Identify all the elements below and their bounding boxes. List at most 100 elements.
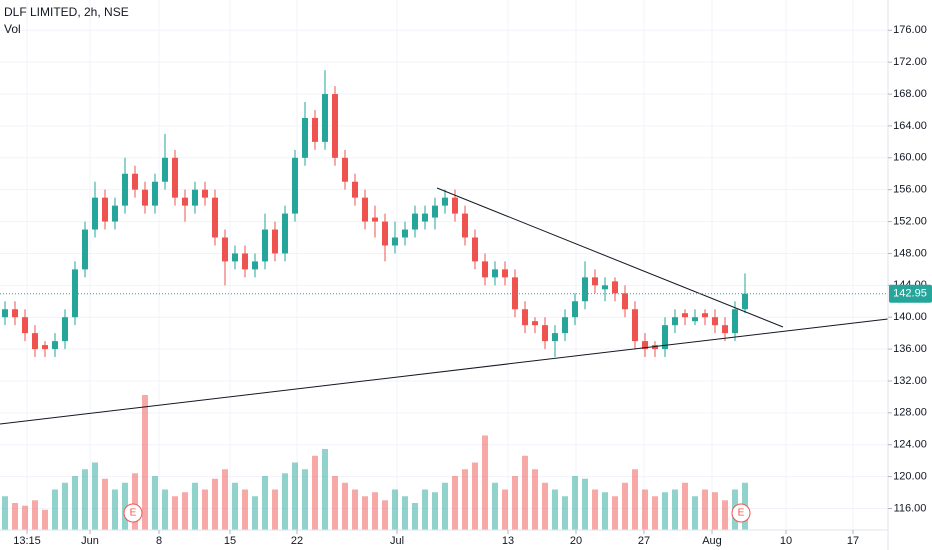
volume-bar (172, 496, 178, 530)
candle-body (382, 221, 388, 246)
volume-bar (72, 476, 78, 530)
candle-body (712, 317, 718, 326)
volume-bar (222, 469, 228, 530)
volume-bar (692, 496, 698, 530)
volume-bar (452, 476, 458, 530)
y-tick-label: 172.00 (893, 56, 927, 68)
candle-body (592, 277, 598, 286)
x-tick-label: 20 (570, 535, 582, 547)
volume-bar (412, 503, 418, 530)
candle-body (732, 309, 738, 334)
candle-body (572, 301, 578, 318)
y-tick-label: 168.00 (893, 88, 927, 100)
volume-bar (442, 482, 448, 530)
volume-bar (542, 482, 548, 530)
volume-bar (112, 489, 118, 530)
volume-bar (182, 492, 188, 530)
volume-bar (622, 482, 628, 530)
x-tick-label: 22 (291, 535, 303, 547)
volume-bar (472, 462, 478, 530)
last-price-box (889, 284, 932, 303)
candle-body (692, 317, 698, 322)
candle-body (682, 313, 688, 318)
candle-body (562, 317, 568, 334)
y-tick-label: 148.00 (893, 247, 927, 259)
volume-pane (2, 395, 748, 530)
volume-bar (262, 476, 268, 530)
volume-bar (252, 496, 258, 530)
y-tick-label: 176.00 (893, 24, 927, 36)
x-tick-label: 13 (502, 535, 514, 547)
candle-body (492, 269, 498, 278)
candle-body (622, 293, 628, 310)
axes: 116.00 120.00 124.00 128.00 132.00 136.00 140.… (0, 24, 932, 547)
volume-bar (722, 500, 728, 530)
earnings-label: E (738, 508, 745, 519)
volume-bar (382, 500, 388, 530)
volume-bar (402, 496, 408, 530)
candle-body (92, 197, 98, 230)
volume-bar (162, 489, 168, 530)
y-tick-label: 152.00 (893, 215, 927, 227)
volume-bar (32, 500, 38, 530)
candle-body (102, 197, 108, 222)
volume-bar (192, 482, 198, 530)
candle-body (392, 237, 398, 246)
candle-body (582, 277, 588, 302)
candle-body (352, 181, 358, 198)
x-tick-label: Jul (390, 535, 404, 547)
y-tick-label: 160.00 (893, 152, 927, 164)
candle-body (122, 173, 128, 206)
candle-body (412, 213, 418, 230)
volume-bar (352, 489, 358, 530)
x-tick-label: 27 (638, 535, 650, 547)
volume-bar (532, 469, 538, 530)
volume-bar (302, 469, 308, 530)
candle-body (532, 321, 538, 326)
volume-bar (152, 476, 158, 530)
candle-body (82, 229, 88, 270)
last-price-label: 142.95 (893, 288, 927, 300)
candle-body (42, 345, 48, 350)
candle-body (282, 213, 288, 254)
y-tick-label: 120.00 (893, 471, 927, 483)
y-tick-label: 164.00 (893, 120, 927, 132)
volume-bar (22, 505, 28, 530)
volume-bar (312, 455, 318, 530)
candle-body (192, 189, 198, 206)
volume-bar (632, 469, 638, 530)
candle-body (272, 229, 278, 254)
x-tick-label: 15 (224, 535, 236, 547)
y-tick-label: 132.00 (893, 375, 927, 387)
candle-body (12, 309, 18, 318)
volume-bar (422, 489, 428, 530)
candles (2, 70, 748, 358)
candle-body (302, 117, 308, 158)
candle-body (422, 213, 428, 222)
x-tick-label: 13:15 (13, 535, 41, 547)
volume-bar (502, 489, 508, 530)
volume-bar (552, 489, 558, 530)
volume-bar (242, 489, 248, 530)
volume-bar (232, 482, 238, 530)
volume-bar (42, 509, 48, 530)
volume-bar (12, 503, 18, 530)
volume-label: Vol (4, 22, 21, 36)
volume-bar (292, 462, 298, 530)
candle-body (652, 345, 658, 350)
candle-body (722, 325, 728, 334)
volume-bar (432, 492, 438, 530)
candle-body (132, 173, 138, 190)
volume-bar (482, 435, 488, 530)
candle-body (742, 293, 748, 310)
volume-bar (272, 489, 278, 530)
candle-body (512, 277, 518, 310)
candle-body (242, 253, 248, 270)
candle-body (632, 309, 638, 342)
candle-body (322, 94, 328, 142)
volume-bar (332, 476, 338, 530)
volume-bar (592, 489, 598, 530)
candle-body (202, 189, 208, 198)
volume-bar (602, 492, 608, 530)
volume-bar (672, 489, 678, 530)
